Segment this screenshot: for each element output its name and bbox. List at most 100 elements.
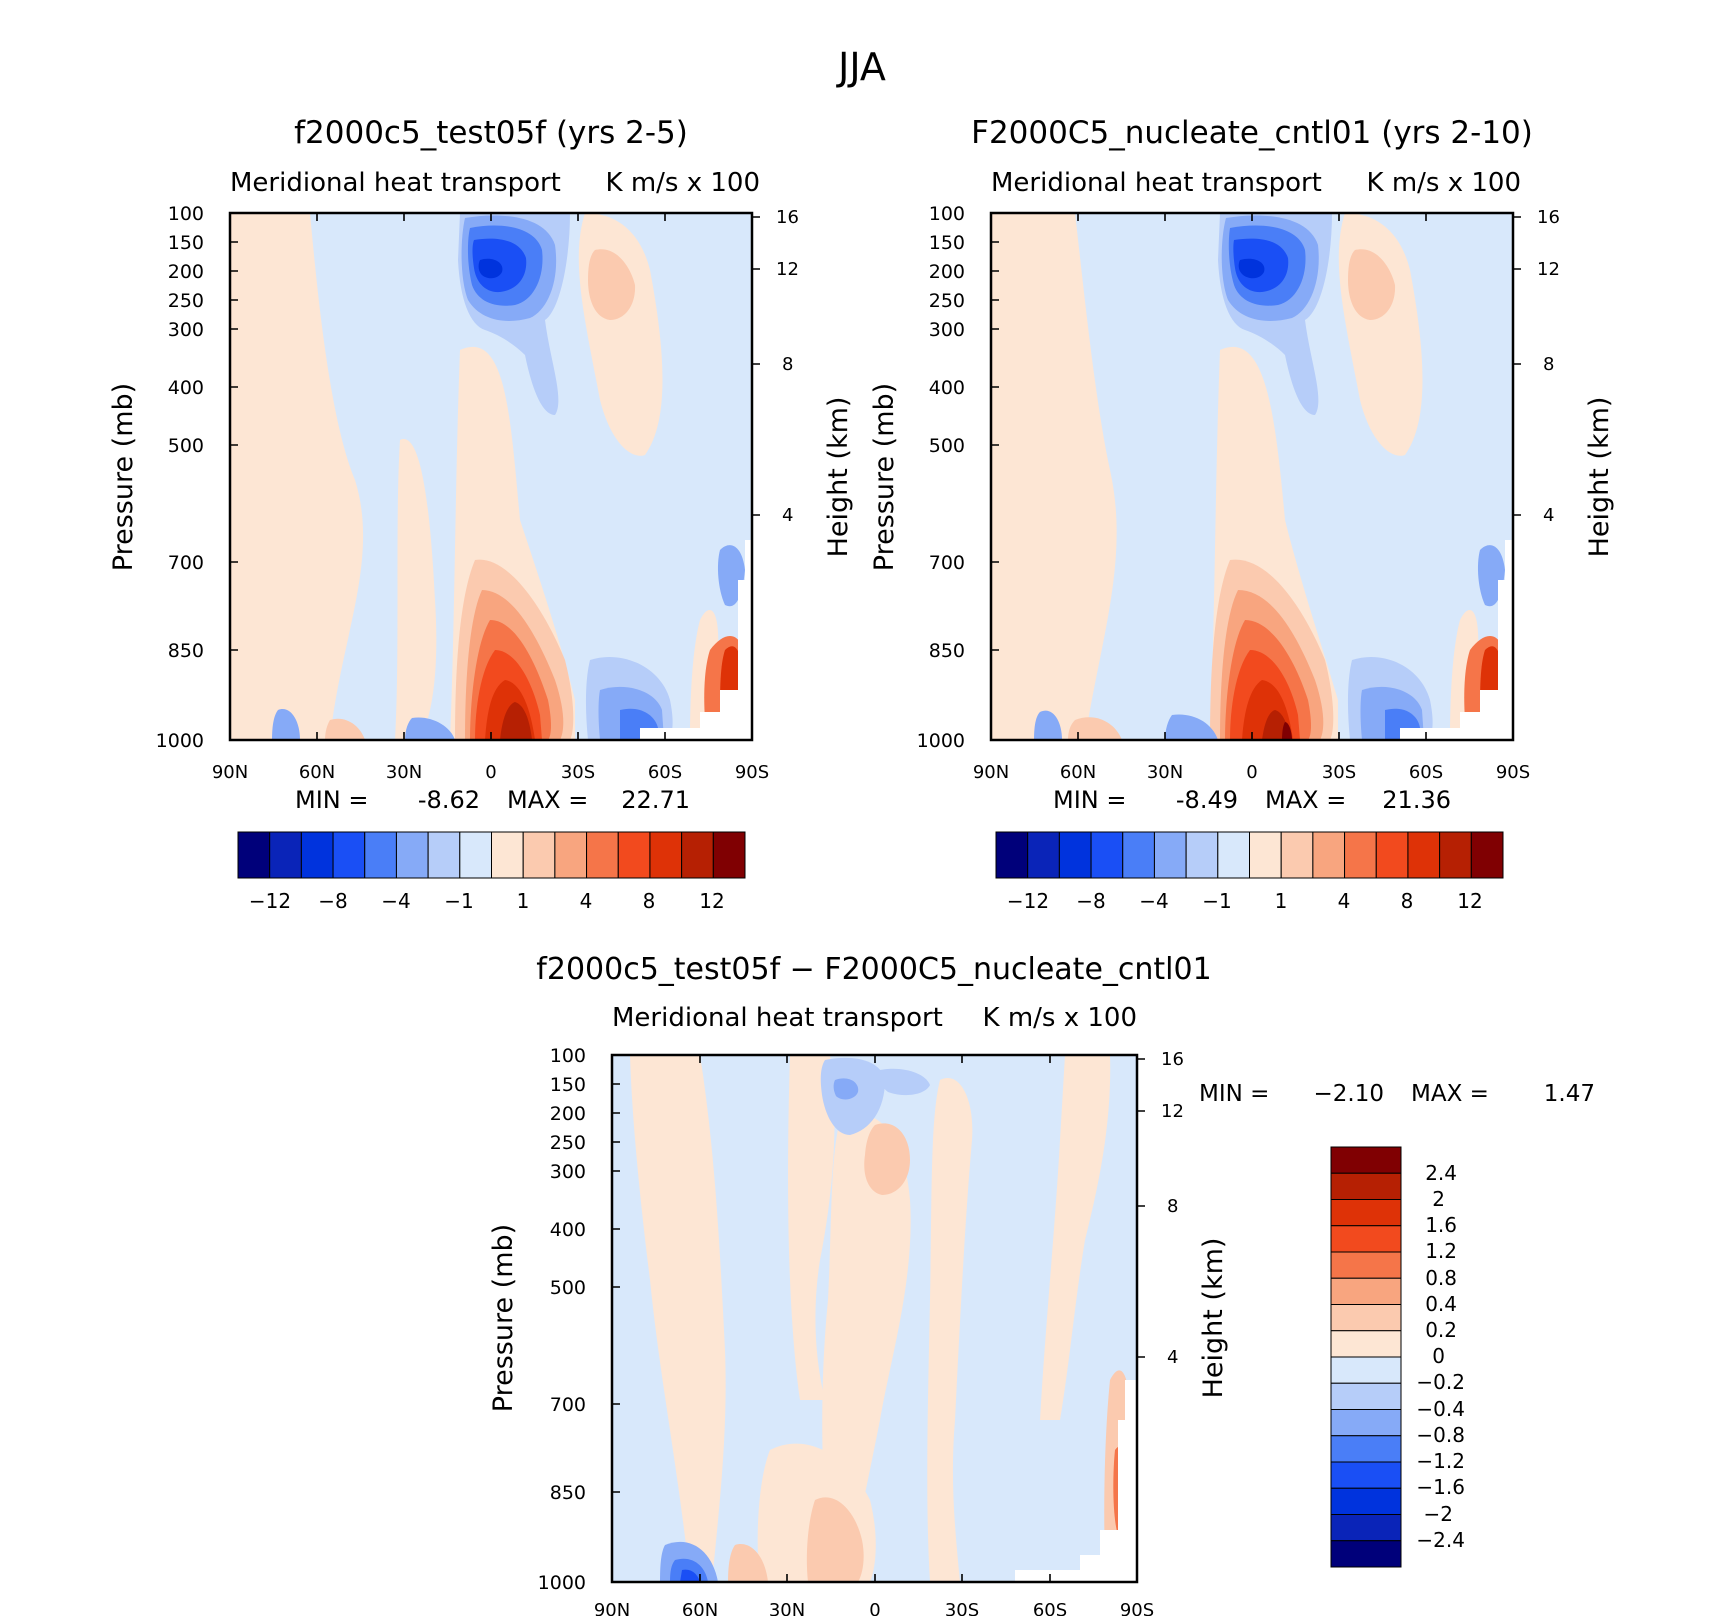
tick-label: 250 [550,1132,586,1154]
colorbar-tick-label: 0 [1432,1344,1445,1368]
tick-label: 90S [1496,762,1530,783]
panel-title: f2000c5_test05f − F2000C5_nucleate_cntl0… [536,952,1211,987]
panel-subtitle-left: Meridional heat transport [991,168,1322,198]
contour-positive [1068,717,1122,740]
min-label: MIN = [1199,1081,1269,1107]
colorbar-tick-label: −4 [1139,889,1168,913]
contour-positive [588,249,636,320]
colorbar-swatch [1330,1199,1402,1227]
tick-label: 90N [212,762,248,783]
colorbar-labels: 2.4 2 1.6 1.2 0.8 0.4 0.2 0 −0.2 −0.4 −0… [1416,1161,1465,1552]
colorbar-swatch [586,831,619,879]
y-axis-label: Pressure (mb) [488,1224,519,1412]
tick-label: 0 [1246,762,1257,783]
colorbar-swatch [1185,831,1219,879]
colorbar-swatch [1153,831,1187,879]
colorbar-tick-label: 2.4 [1425,1161,1457,1185]
contour-positive [1348,249,1396,320]
colorbar-swatch [491,831,524,879]
tick-label: 8 [1543,354,1554,375]
colorbar-swatch [522,831,556,879]
contour-positive-weak [822,1114,911,1560]
colorbar-swatch [1330,1172,1402,1200]
tick-label: 60N [1060,762,1096,783]
colorbar: 2.4 2 1.6 1.2 0.8 0.4 0.2 0 −0.2 −0.4 −0… [1330,1146,1465,1568]
panel-title: f2000c5_test05f (yrs 2-5) [294,115,688,151]
colorbar-swatch [1280,831,1314,879]
tick-label: 90N [973,762,1009,783]
colorbar-swatch [364,831,397,879]
colorbar-swatch [1027,831,1060,879]
contour-positive-weak [630,1055,726,1582]
colorbar-tick-label: 8 [1401,889,1414,913]
colorbar-swatch [995,831,1029,879]
colorbar-tick-label: 12 [1457,889,1482,913]
contour-negative [1165,714,1218,740]
contour-field [991,213,1513,740]
tick-label: 90S [1120,1600,1154,1616]
panel-subtitle-right: K m/s x 100 [606,168,761,198]
colorbar-swatch [1330,1514,1402,1542]
y-axis-label: Pressure (mb) [108,383,139,571]
colorbar-labels: −12 −8 −4 −1 1 4 8 12 [1007,889,1483,913]
colorbar-tick-label: −1 [1202,889,1231,913]
y2-axis-label: Height (km) [1584,397,1615,558]
tick-label: 300 [168,319,204,341]
tick-label: 1000 [917,730,965,752]
contour-negative [879,1068,930,1096]
figure-title: JJA [836,45,886,89]
panel-subtitle-right: K m/s x 100 [983,1003,1138,1033]
tick-label: 200 [550,1103,586,1125]
contour-negative [405,717,455,740]
tick-label: 200 [929,261,965,283]
colorbar-swatch [1330,1435,1402,1463]
colorbar-tick-label: 2 [1432,1187,1445,1211]
stats: MIN = −2.10 MAX = 1.47 [1199,1081,1595,1107]
colorbar-swatch [269,831,302,879]
tick-label: 700 [550,1394,586,1416]
colorbar-swatch [1122,831,1155,879]
contour-positive-weak [927,1078,973,1582]
contour-negative [1034,710,1062,740]
tick-label: 100 [168,203,204,225]
colorbar-swatch [237,831,271,879]
tick-label: 850 [929,640,965,662]
colorbar-swatch [1249,831,1282,879]
tick-label: 400 [168,377,204,399]
tick-label: 500 [550,1277,586,1299]
colorbar-swatch [427,831,461,879]
colorbar-tick-label: −2 [1424,1502,1453,1526]
colorbar-tick-label: 4 [1338,889,1351,913]
tick-label: 400 [929,377,965,399]
contour-positive [325,718,365,740]
tick-label: 12 [1537,259,1560,280]
colorbar-swatch [1330,1304,1402,1332]
colorbar-swatch [617,831,651,879]
colorbar-swatch [649,831,683,879]
contour-positive-strong [500,702,532,740]
colorbar-tick-label: −0.8 [1416,1423,1465,1447]
contour-positive-weak [395,439,437,740]
contour-positive [728,1544,768,1582]
tick-label: 30N [386,762,422,783]
colorbar-swatch [1330,1461,1402,1489]
colorbar-tick-label: 1 [517,889,530,913]
tick-label: 30N [1147,762,1183,783]
min-label: MIN = [1053,786,1126,814]
colorbar-tick-label: −12 [1007,889,1049,913]
colorbar-swatches [237,831,746,879]
tick-label: 60N [299,762,335,783]
max-label: MAX = [507,786,588,814]
tick-label: 30N [769,1600,805,1616]
colorbar-tick-label: −8 [1076,889,1105,913]
contour-negative-strong [1238,258,1265,279]
colorbar-tick-label: −4 [381,889,410,913]
no-data-region [640,540,752,740]
contour-field [612,1055,1137,1582]
y-tick-labels: 100 150 200 250 300 400 500 700 850 1000 [538,1045,586,1594]
tick-label: 90S [735,762,769,783]
no-data-region [1400,540,1513,740]
colorbar-swatch [1407,831,1441,879]
panel-subtitle-left: Meridional heat transport [612,1003,943,1033]
tick-label: 8 [782,354,793,375]
